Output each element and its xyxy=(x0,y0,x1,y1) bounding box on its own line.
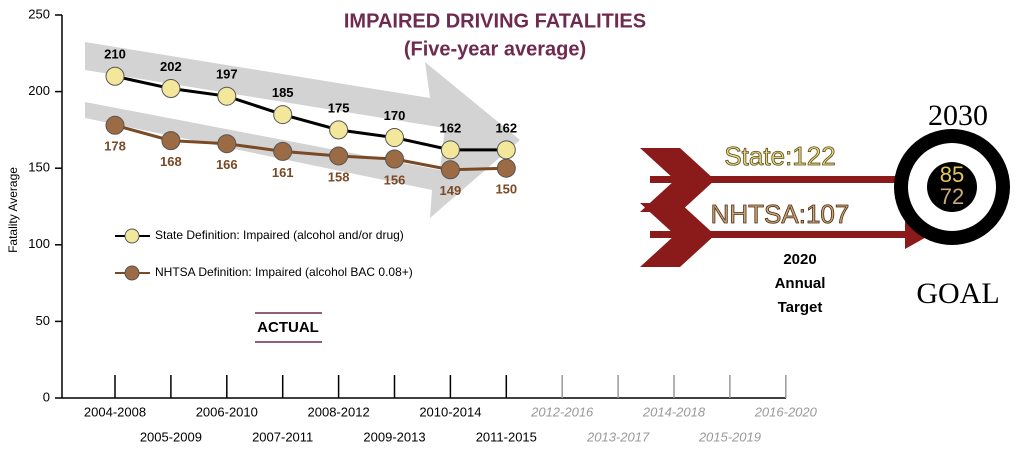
state-goal: 85 xyxy=(940,162,964,187)
annual-target: Annual xyxy=(775,275,826,292)
value-label: 162 xyxy=(495,120,517,135)
value-label: 156 xyxy=(384,172,406,187)
nhtsa-target: NHTSA:107 xyxy=(711,199,850,229)
x-tick-label: 2009-2013 xyxy=(363,429,425,444)
marker xyxy=(161,131,181,151)
marker xyxy=(273,141,293,161)
value-label: 175 xyxy=(328,100,350,115)
x-tick-label: 2007-2011 xyxy=(252,429,313,444)
x-tick-label: 2008-2012 xyxy=(308,404,370,419)
marker xyxy=(217,134,237,154)
marker xyxy=(329,120,349,140)
value-label: 166 xyxy=(216,157,238,172)
marker xyxy=(440,160,460,180)
x-tick-label: 2015-2019 xyxy=(698,429,761,444)
value-label: 185 xyxy=(272,85,294,100)
trend-arrow xyxy=(85,42,520,218)
arrow-shaft xyxy=(650,231,908,238)
annual-target: Target xyxy=(778,299,823,316)
value-label: 150 xyxy=(495,182,517,197)
x-tick-label: 2004-2008 xyxy=(84,404,146,419)
marker xyxy=(105,115,125,135)
value-label: 178 xyxy=(104,139,126,154)
value-label: 161 xyxy=(272,165,294,180)
value-label: 202 xyxy=(160,59,182,74)
value-label: 158 xyxy=(328,169,350,184)
x-tick-label: 2013-2017 xyxy=(586,429,650,444)
arrow-shaft xyxy=(650,176,908,183)
value-label: 149 xyxy=(440,183,462,198)
state-target: State:122 xyxy=(724,141,835,171)
value-label: 210 xyxy=(104,47,126,62)
x-tick-label: 2006-2010 xyxy=(196,404,258,419)
target-graphic xyxy=(640,129,1010,267)
value-label: 168 xyxy=(160,154,182,169)
marker xyxy=(273,105,293,125)
legend-marker xyxy=(124,265,140,281)
marker xyxy=(161,79,181,99)
y-tick-label: 250 xyxy=(28,6,50,21)
marker xyxy=(105,66,125,86)
x-tick-label: 2016-2020 xyxy=(754,404,818,419)
marker xyxy=(329,146,349,166)
fletching xyxy=(640,148,715,212)
x-tick-label: 2011-2015 xyxy=(476,429,537,444)
target-center xyxy=(927,162,977,212)
annual-target: 2020 xyxy=(783,251,816,268)
marker xyxy=(440,140,460,160)
annotation: ACTUAL xyxy=(257,319,319,336)
y-tick-label: 50 xyxy=(36,313,50,328)
y-tick-label: 100 xyxy=(28,236,50,251)
chart-title: IMPAIRED DRIVING FATALITIES xyxy=(344,10,646,32)
value-label: 170 xyxy=(384,108,406,123)
nhtsa-goal: 72 xyxy=(940,184,964,209)
y-axis-label: Fatality Average xyxy=(6,167,20,253)
x-tick-label: 2005-2009 xyxy=(140,429,202,444)
fletching xyxy=(640,203,715,267)
x-tick-label: 2014-2018 xyxy=(642,404,706,419)
target-goal: GOAL xyxy=(916,277,999,310)
legend-label: State Definition: Impaired (alcohol and/… xyxy=(155,228,404,242)
marker xyxy=(496,158,516,178)
marker xyxy=(217,86,237,106)
legend-marker xyxy=(124,228,140,244)
y-tick-label: 200 xyxy=(28,83,50,98)
value-label: 162 xyxy=(440,120,462,135)
marker xyxy=(385,128,404,148)
target-year: 2030 xyxy=(928,99,988,132)
marker xyxy=(496,140,516,160)
x-tick-label: 2012-2016 xyxy=(530,404,594,419)
y-tick-label: 0 xyxy=(43,389,50,404)
x-tick-label: 2010-2014 xyxy=(419,404,481,419)
legend-label: NHTSA Definition: Impaired (alcohol BAC … xyxy=(155,265,413,279)
y-tick-label: 150 xyxy=(28,160,50,175)
value-label: 197 xyxy=(216,67,238,82)
chart-subtitle: (Five-year average) xyxy=(404,38,586,60)
marker xyxy=(385,149,404,169)
